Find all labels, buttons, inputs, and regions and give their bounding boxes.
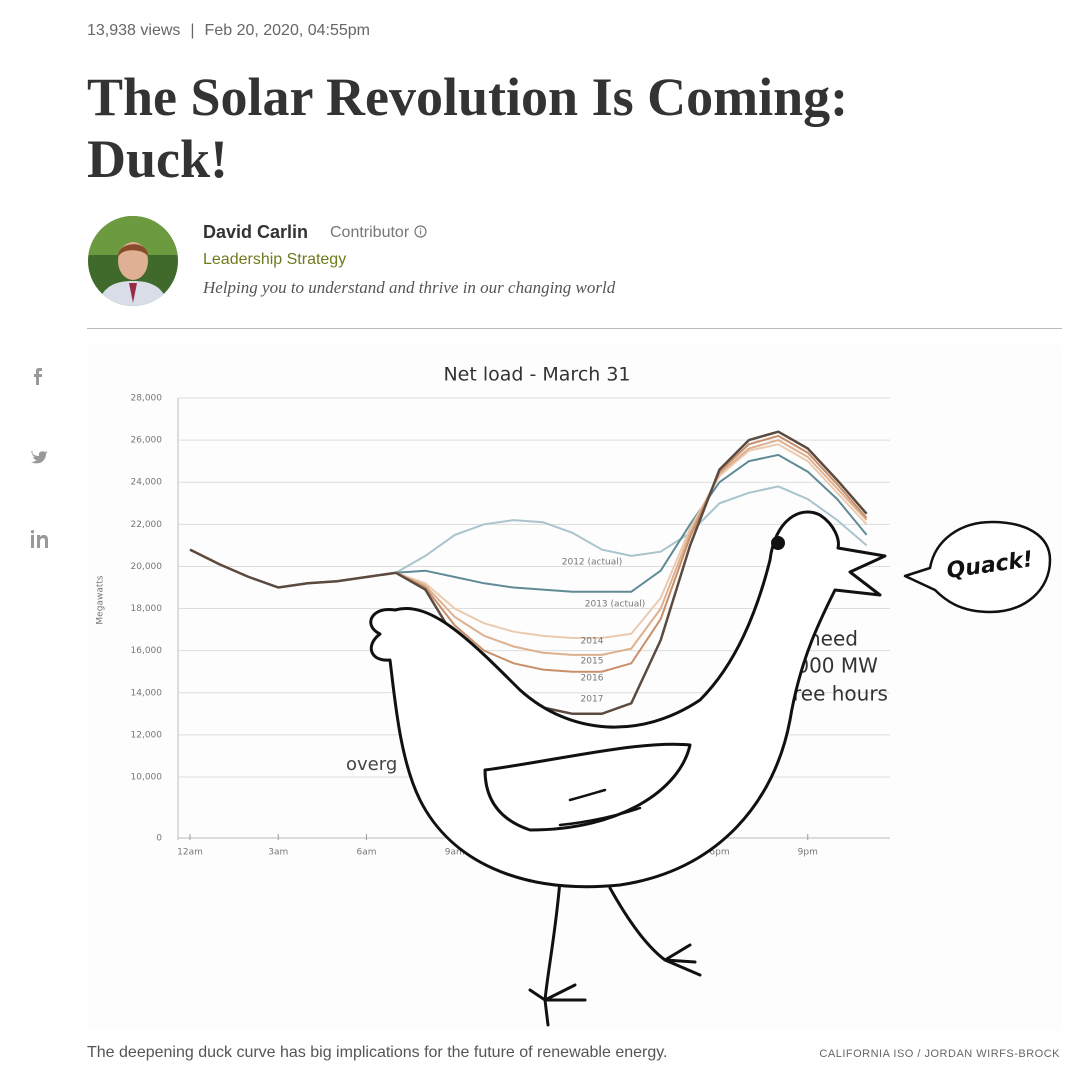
y-tick-label: 14,000: [131, 688, 163, 698]
y-tick-label: 18,000: [131, 604, 163, 614]
series-label: 2012 (actual): [562, 558, 623, 568]
author-tagline: Helping you to understand and thrive in …: [203, 278, 616, 297]
author-avatar[interactable]: [87, 215, 179, 307]
facebook-icon[interactable]: [34, 368, 42, 385]
series-label: 2013 (actual): [585, 600, 646, 610]
figure: Net load - March 31 Megawatts 0 10,000 12,00…: [30, 345, 1062, 1030]
author-name[interactable]: David Carlin: [203, 222, 309, 242]
x-tick-label: 9pm: [798, 848, 818, 858]
divider: [87, 328, 1062, 329]
series-label: 2014: [581, 637, 604, 647]
article-title: The Solar Revolution Is Coming: Duck!: [87, 67, 849, 189]
y-tick-label: 10,000: [131, 773, 163, 783]
annotation: ree hours: [793, 682, 888, 706]
x-tick-label: 9am: [445, 848, 465, 858]
y-tick-label: 0: [156, 834, 162, 844]
author-section[interactable]: Leadership Strategy: [203, 251, 347, 268]
y-tick-label: 28,000: [131, 394, 163, 404]
y-tick-label: 12,000: [131, 730, 163, 740]
author-role: Contributor: [330, 224, 427, 242]
series-label: 2017: [581, 695, 604, 705]
linkedin-icon[interactable]: [30, 530, 48, 548]
y-tick-label: 22,000: [131, 520, 163, 530]
info-icon[interactable]: [414, 225, 427, 238]
twitter-icon[interactable]: [31, 450, 48, 464]
x-tick-label: 6pm: [709, 848, 729, 858]
author-role-text: Contributor: [330, 224, 410, 241]
series-label: 2015: [581, 657, 604, 667]
duck-drawing: [369, 510, 1052, 1027]
series-label: 2016: [581, 674, 604, 684]
x-tick-label: 12am: [177, 848, 203, 858]
x-tick-label: 6am: [356, 848, 376, 858]
y-tick-label: 20,000: [131, 562, 163, 572]
plot: Net load - March 31 Megawatts 0 10,000 12,00…: [96, 364, 890, 886]
social-icons: [30, 368, 48, 548]
chart-title: Net load - March 31: [443, 364, 630, 386]
annotation: overg: [346, 754, 397, 775]
y-tick-label: 16,000: [131, 646, 163, 656]
publish-date: Feb 20, 2020, 04:55pm: [204, 22, 370, 39]
figure-credit: CALIFORNIA ISO / JORDAN WIRFS-BROCK: [819, 1048, 1060, 1060]
x-tick-label: 3am: [268, 848, 288, 858]
figure-caption: The deepening duck curve has big implica…: [87, 1044, 668, 1061]
separator: |: [190, 22, 195, 39]
y-axis-label: Megawatts: [96, 575, 106, 624]
article-meta: 13,938 views | Feb 20, 2020, 04:55pm: [87, 22, 380, 40]
y-tick-label: 26,000: [131, 436, 163, 446]
view-count: 13,938 views: [87, 22, 181, 39]
y-tick-label: 24,000: [131, 478, 163, 488]
figure-background: [87, 345, 1062, 1030]
